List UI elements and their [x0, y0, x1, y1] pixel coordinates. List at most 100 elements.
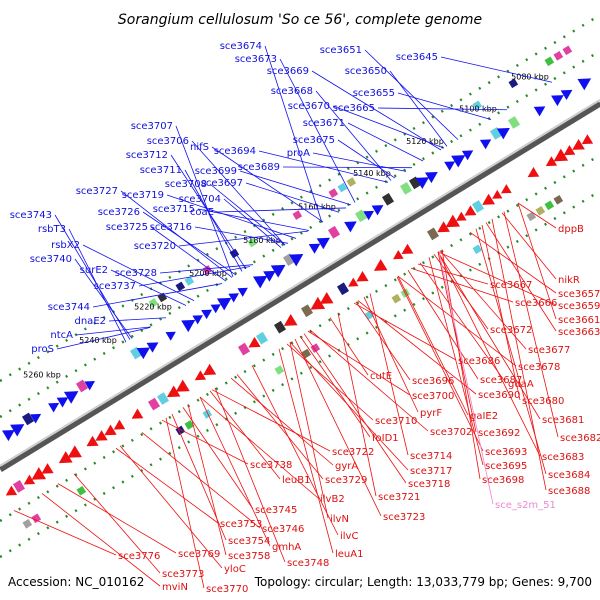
gene-label: sce3729: [325, 475, 367, 486]
gene-label: sce3708: [165, 179, 207, 190]
feature-box: [22, 518, 33, 529]
minus-strand-gene-arrow: [203, 363, 217, 376]
gene-label: sce3721: [378, 492, 420, 503]
gene-leader-line: [517, 202, 557, 320]
gene-label: foID1: [372, 433, 399, 444]
gene-label: gaIE2: [470, 411, 498, 422]
gene-label: sce3670: [288, 101, 330, 112]
feature-box: [12, 480, 26, 493]
feature-box: [472, 244, 483, 255]
gene-leader-line: [199, 396, 271, 547]
gene-leader-line: [178, 230, 309, 247]
feature-box: [489, 127, 503, 140]
gene-leader-line: [73, 473, 161, 574]
gene-leader-line: [165, 417, 205, 589]
minus-strand-gene-arrow: [58, 451, 73, 464]
gene-label: ntcA: [50, 330, 73, 341]
kbp-tick-label: 5220 kbp: [134, 303, 172, 312]
gene-leader-line: [419, 262, 507, 384]
minus-strand-gene-arrow: [464, 205, 477, 216]
minus-strand-gene-arrow: [581, 134, 594, 145]
minus-strand-gene-arrow: [393, 250, 404, 260]
gene-label: sce3674: [220, 41, 262, 52]
feature-box: [327, 225, 341, 239]
gene-label: sce3737: [94, 281, 136, 292]
minus-strand-gene-arrow: [283, 313, 298, 326]
gene-leader-line: [230, 377, 334, 466]
plus-strand-gene-arrow: [30, 413, 42, 424]
gene-label: sce3715: [153, 204, 195, 215]
minus-strand-gene-arrow: [194, 370, 207, 381]
minus-strand-gene-arrow: [41, 463, 54, 474]
feature-box: [273, 320, 287, 334]
gene-leader-line: [13, 510, 117, 556]
gene-label: sce3719: [122, 190, 164, 201]
feature-box: [274, 365, 285, 375]
plus-strand-gene-arrow: [415, 177, 430, 189]
feature-box: [337, 182, 348, 193]
gene-label: sce3682: [560, 433, 600, 444]
gene-label: sce3699: [195, 166, 237, 177]
feature-box: [282, 253, 296, 267]
gene-leader-line: [194, 226, 289, 244]
plus-strand-gene-arrow: [192, 315, 203, 325]
gene-label: sce3746: [262, 524, 304, 535]
gene-leader-line: [119, 445, 223, 569]
feature-box: [156, 392, 170, 405]
gene-leader-line: [161, 419, 249, 465]
gene-label: dppB: [558, 224, 584, 235]
feature-box: [255, 331, 269, 345]
plus-strand-gene-arrow: [551, 95, 564, 107]
gene-leader-line: [74, 258, 133, 339]
gene-leader-line: [150, 226, 227, 282]
gene-label: sce3773: [162, 569, 204, 580]
minus-strand-gene-arrow: [248, 336, 261, 348]
gene-leader-line: [282, 166, 413, 169]
gene-label: leuA1: [335, 549, 363, 560]
feature-box: [328, 188, 339, 198]
minus-strand-gene-arrow: [492, 189, 503, 199]
gene-leader-line: [92, 283, 223, 308]
minus-strand-gene-arrow: [553, 148, 569, 162]
gene-leader-line: [469, 231, 557, 294]
plus-strand-gene-arrow: [228, 293, 239, 303]
gene-leader-line: [108, 317, 167, 322]
plus-strand-gene-arrow: [201, 309, 213, 320]
minus-strand-gene-arrow: [5, 485, 18, 496]
plus-strand-gene-arrow: [444, 161, 456, 171]
plus-strand-gene-arrow: [424, 171, 438, 184]
feature-box: [508, 78, 519, 89]
gene-leader-line: [182, 407, 254, 510]
plus-strand-gene-arrow: [289, 253, 304, 267]
genome-backbone-highlight: [0, 99, 600, 467]
plus-strand-gene-arrow: [56, 397, 69, 408]
gene-leader-line: [110, 269, 187, 306]
minus-strand-gene-arrow: [131, 408, 144, 419]
minus-strand-gene-arrow: [166, 385, 181, 398]
gene-label: sce3650: [345, 66, 387, 77]
gene-label: sce3723: [383, 512, 425, 523]
gene-label: sce_s2m_51: [495, 500, 556, 511]
gene-label: sce3692: [478, 428, 520, 439]
feature-box: [184, 276, 195, 286]
gene-label: sce3677: [528, 345, 570, 356]
gene-label: surE2: [80, 265, 108, 276]
gene-leader-line: [355, 301, 411, 381]
feature-box: [148, 298, 159, 308]
gene-leader-line: [309, 329, 429, 432]
gene-leader-line: [397, 92, 492, 120]
gene-leader-line: [191, 140, 286, 246]
gene-leader-line: [171, 413, 227, 541]
gene-leader-line: [397, 276, 469, 416]
gene-label: leuB1: [282, 475, 311, 486]
feature-box: [336, 282, 350, 296]
gene-label: sce3738: [250, 460, 292, 471]
gene-leader-line: [216, 207, 347, 213]
feature-box: [507, 116, 521, 129]
plus-strand-gene-arrow: [165, 331, 176, 341]
feature-box: [544, 56, 555, 67]
minus-strand-gene-arrow: [527, 167, 540, 178]
minus-strand-gene-arrow: [113, 419, 126, 430]
gene-label: sce3712: [126, 150, 168, 161]
plus-strand-gene-arrow: [84, 381, 95, 391]
